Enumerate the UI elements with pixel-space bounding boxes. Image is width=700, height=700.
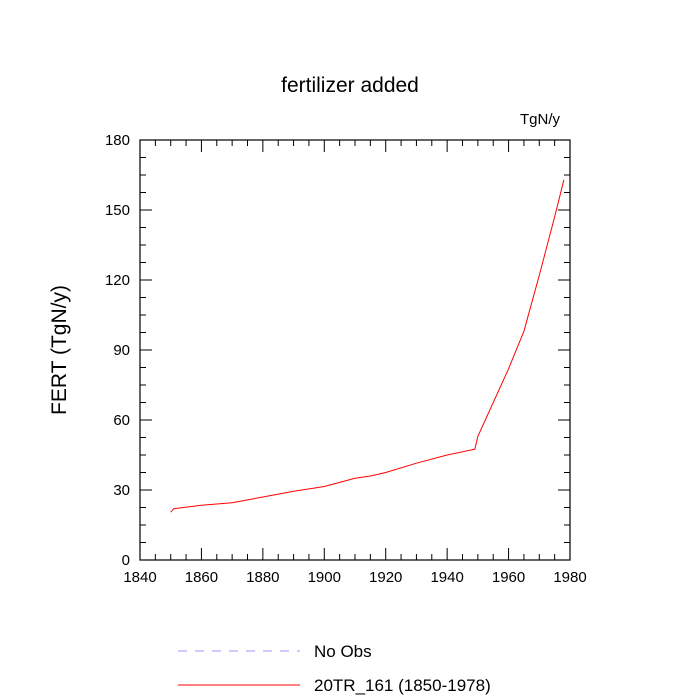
x-tick-label: 1980 <box>553 569 586 586</box>
x-tick-label: 1880 <box>246 569 279 586</box>
legend: No Obs 20TR_161 (1850-1978) <box>178 642 491 695</box>
legend-label-1: 20TR_161 (1850-1978) <box>314 676 491 695</box>
plot-frame <box>139 139 571 561</box>
series-line-1 <box>170 179 565 513</box>
plot-layer: 1840 1860 1880 1900 1920 1940 1960 1980 0 30 60 90 1… <box>105 132 587 586</box>
x-tick-label: 1900 <box>308 569 341 586</box>
y-tick-label: 60 <box>113 412 130 429</box>
chart-title: fertilizer added <box>281 74 419 97</box>
y-tick-label: 180 <box>105 132 130 149</box>
units-label: TgN/y <box>520 111 561 128</box>
y-tick-label: 150 <box>105 202 130 219</box>
y-tick-label: 120 <box>105 272 130 289</box>
y-tick-label: 0 <box>122 552 130 569</box>
x-tick-label: 1840 <box>123 569 156 586</box>
x-tick-label: 1920 <box>369 569 402 586</box>
x-tick-label: 1940 <box>430 569 463 586</box>
y-tick-label: 90 <box>113 342 130 359</box>
x-tick-label: 1960 <box>492 569 525 586</box>
legend-label-0: No Obs <box>314 642 372 661</box>
y-axis-label: FERT (TgN/y) <box>48 285 71 415</box>
x-tick-label: 1860 <box>185 569 218 586</box>
y-tick-label: 30 <box>113 482 130 499</box>
